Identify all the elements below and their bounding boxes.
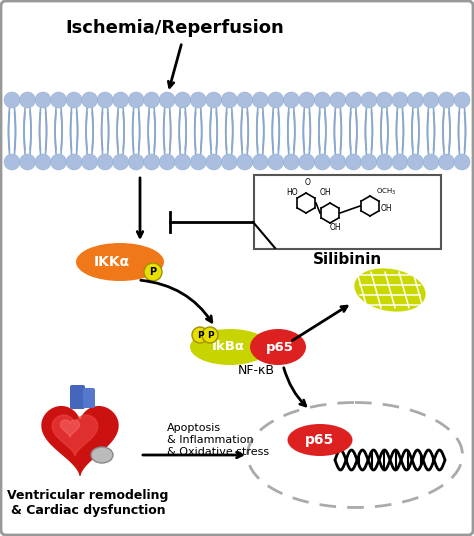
Circle shape bbox=[252, 154, 268, 170]
Circle shape bbox=[237, 92, 253, 108]
Polygon shape bbox=[52, 415, 98, 456]
Circle shape bbox=[66, 154, 82, 170]
Circle shape bbox=[330, 154, 346, 170]
Circle shape bbox=[97, 92, 113, 108]
Text: HO: HO bbox=[286, 188, 298, 197]
Circle shape bbox=[206, 154, 222, 170]
Circle shape bbox=[35, 154, 51, 170]
FancyBboxPatch shape bbox=[254, 175, 441, 249]
Circle shape bbox=[190, 154, 206, 170]
Ellipse shape bbox=[288, 424, 353, 456]
Circle shape bbox=[82, 92, 98, 108]
Text: IKKα: IKKα bbox=[94, 255, 130, 269]
Circle shape bbox=[51, 92, 66, 108]
Text: p65: p65 bbox=[305, 433, 335, 447]
Circle shape bbox=[35, 92, 51, 108]
Circle shape bbox=[252, 92, 268, 108]
Circle shape bbox=[299, 154, 315, 170]
Ellipse shape bbox=[247, 403, 463, 508]
Text: P: P bbox=[149, 267, 156, 277]
Circle shape bbox=[202, 327, 218, 343]
Circle shape bbox=[376, 92, 392, 108]
Text: O: O bbox=[305, 178, 311, 187]
Text: Ischemia/Reperfusion: Ischemia/Reperfusion bbox=[65, 19, 284, 37]
Circle shape bbox=[19, 154, 36, 170]
Ellipse shape bbox=[91, 447, 113, 463]
Circle shape bbox=[346, 92, 361, 108]
Circle shape bbox=[113, 92, 128, 108]
Circle shape bbox=[159, 154, 175, 170]
Circle shape bbox=[423, 92, 439, 108]
Circle shape bbox=[314, 154, 330, 170]
Circle shape bbox=[299, 92, 315, 108]
Text: OH: OH bbox=[380, 204, 392, 213]
Circle shape bbox=[97, 154, 113, 170]
Circle shape bbox=[314, 92, 330, 108]
Text: Apoptosis
& Inflammation
& Oxidative stress: Apoptosis & Inflammation & Oxidative str… bbox=[167, 423, 269, 457]
Text: Ventricular remodeling
& Cardiac dysfunction: Ventricular remodeling & Cardiac dysfunc… bbox=[7, 489, 169, 517]
Circle shape bbox=[206, 92, 222, 108]
Ellipse shape bbox=[76, 243, 164, 281]
Circle shape bbox=[346, 154, 361, 170]
Text: OH: OH bbox=[329, 223, 341, 232]
Circle shape bbox=[144, 92, 160, 108]
Circle shape bbox=[221, 92, 237, 108]
Circle shape bbox=[283, 154, 299, 170]
FancyBboxPatch shape bbox=[70, 385, 85, 409]
Text: P: P bbox=[207, 331, 213, 339]
Circle shape bbox=[159, 92, 175, 108]
Circle shape bbox=[128, 154, 144, 170]
Ellipse shape bbox=[190, 329, 270, 365]
Circle shape bbox=[221, 154, 237, 170]
Text: P: P bbox=[197, 331, 203, 339]
Circle shape bbox=[438, 92, 455, 108]
Circle shape bbox=[192, 327, 208, 343]
Ellipse shape bbox=[250, 329, 306, 365]
Circle shape bbox=[330, 92, 346, 108]
Circle shape bbox=[19, 92, 36, 108]
Circle shape bbox=[82, 154, 98, 170]
Circle shape bbox=[376, 154, 392, 170]
Circle shape bbox=[190, 92, 206, 108]
Text: IkBα: IkBα bbox=[211, 340, 245, 354]
Text: NF-κB: NF-κB bbox=[237, 364, 274, 377]
Circle shape bbox=[361, 92, 377, 108]
Text: OH: OH bbox=[319, 188, 331, 197]
Circle shape bbox=[438, 154, 455, 170]
Circle shape bbox=[361, 154, 377, 170]
Circle shape bbox=[128, 92, 144, 108]
Circle shape bbox=[175, 92, 191, 108]
Circle shape bbox=[51, 154, 66, 170]
Circle shape bbox=[454, 154, 470, 170]
Polygon shape bbox=[42, 407, 118, 475]
Circle shape bbox=[283, 92, 299, 108]
Ellipse shape bbox=[355, 269, 426, 311]
Circle shape bbox=[408, 154, 423, 170]
Circle shape bbox=[113, 154, 128, 170]
Text: OCH$_3$: OCH$_3$ bbox=[376, 187, 396, 197]
Circle shape bbox=[392, 92, 408, 108]
Circle shape bbox=[4, 92, 20, 108]
Text: Silibinin: Silibinin bbox=[313, 252, 382, 267]
Circle shape bbox=[4, 154, 20, 170]
Circle shape bbox=[66, 92, 82, 108]
Text: p65: p65 bbox=[266, 340, 294, 354]
Circle shape bbox=[454, 92, 470, 108]
Circle shape bbox=[268, 92, 284, 108]
Circle shape bbox=[175, 154, 191, 170]
Circle shape bbox=[237, 154, 253, 170]
Circle shape bbox=[408, 92, 423, 108]
Polygon shape bbox=[61, 420, 80, 437]
Circle shape bbox=[268, 154, 284, 170]
Circle shape bbox=[423, 154, 439, 170]
FancyBboxPatch shape bbox=[83, 388, 95, 408]
Circle shape bbox=[144, 263, 162, 281]
Circle shape bbox=[392, 154, 408, 170]
Circle shape bbox=[144, 154, 160, 170]
